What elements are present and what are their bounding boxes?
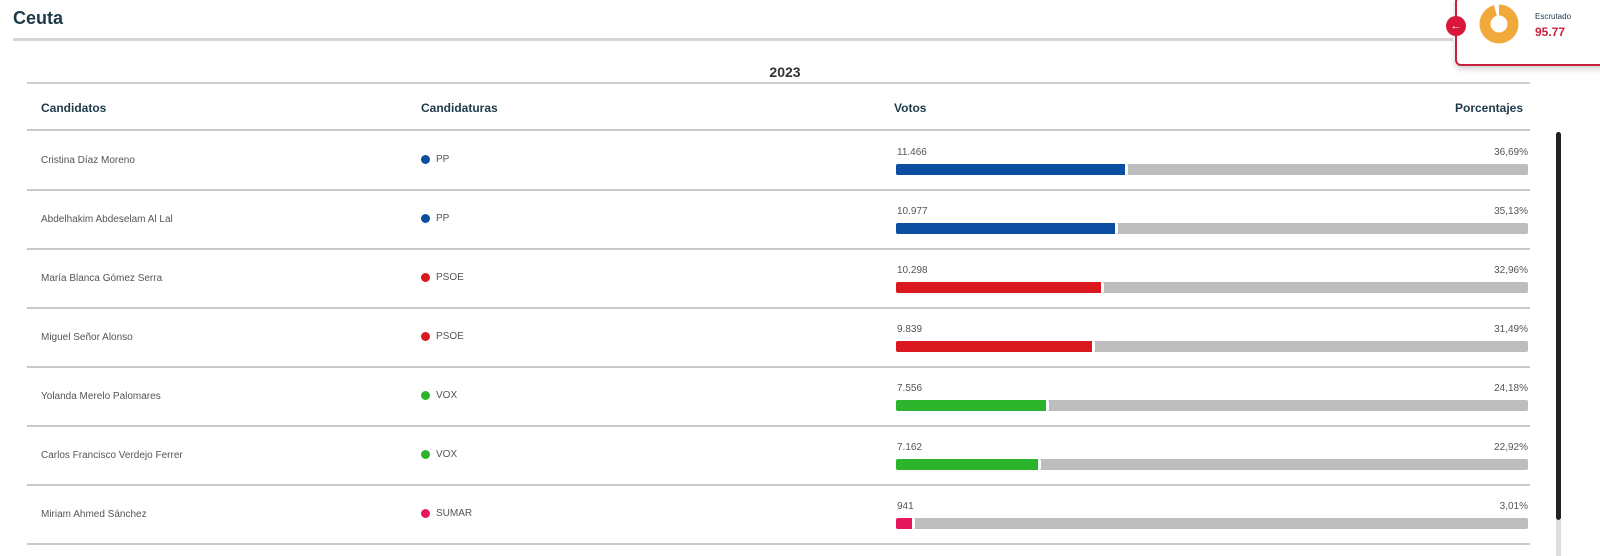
vote-bar-track [896,459,1528,470]
candidate-name: Miguel Señor Alonso [41,332,133,343]
scrutiny-label: Escrutado [1535,12,1572,21]
row-divider [27,129,1530,131]
party-name: PP [436,213,450,224]
candidate-name: Carlos Francisco Verdejo Ferrer [41,450,183,461]
table-row: Miriam Ahmed Sánchez SUMAR 941 3,01% [27,486,1530,545]
table-row: Carlos Francisco Verdejo Ferrer VOX 7.16… [27,427,1530,486]
vote-percentage: 36,69% [1494,147,1528,158]
scrutiny-donut-icon [1479,4,1519,44]
vote-bar-fill [896,164,1128,175]
vote-count: 941 [897,501,914,512]
vote-count: 10.977 [897,206,928,217]
party-color-dot-icon [421,155,430,164]
vote-bar-track [896,518,1528,529]
vote-bar-fill [896,400,1049,411]
table-row: Abdelhakim Abdeselam Al Lal PP 10.977 35… [27,191,1530,250]
party-name: VOX [436,390,458,401]
table-top-divider [27,82,1530,84]
party-color-dot-icon [421,332,430,341]
title-divider [13,38,1453,41]
party-cell: PSOE [421,331,464,342]
party-color-dot-icon [421,273,430,282]
vote-bar-fill [896,518,916,529]
party-name: PSOE [436,272,464,283]
vote-count: 11.466 [897,147,927,158]
table-row: Cristina Díaz Moreno PP 11.466 36,69% [27,132,1530,191]
vote-bar-track [896,282,1528,293]
row-divider [27,366,1530,368]
row-divider [27,484,1530,486]
party-color-dot-icon [421,509,430,518]
vote-bar-fill [896,223,1119,234]
column-header-parties: Candidaturas [421,101,498,115]
table-row: María Blanca Gómez Serra PSOE 10.298 32,… [27,250,1530,309]
header-row [27,72,1530,131]
party-cell: SUMAR [421,508,472,519]
vote-count: 7.162 [897,442,923,453]
scrutiny-widget [1455,0,1600,66]
scrollbar-track[interactable] [1556,520,1561,556]
candidate-name: María Blanca Gómez Serra [41,273,163,284]
vote-percentage: 31,49% [1494,324,1528,335]
scrollbar-thumb[interactable] [1556,132,1561,520]
column-header-votes: Votos [894,101,927,115]
party-color-dot-icon [421,391,430,400]
vote-count: 9.839 [897,324,923,335]
party-name: SUMAR [436,508,473,519]
vote-bar-fill [896,459,1041,470]
page-title: Ceuta [13,8,64,28]
party-cell: PP [421,154,449,165]
party-cell: PP [421,213,449,224]
candidate-name: Miriam Ahmed Sánchez [41,509,147,520]
row-divider [27,425,1530,427]
party-color-dot-icon [421,214,430,223]
party-cell: VOX [421,390,457,401]
column-header-percentages: Porcentajes [1455,101,1524,115]
row-divider [27,248,1530,250]
vote-bar-fill [896,341,1096,352]
party-name: PSOE [436,331,464,342]
vote-percentage: 22,92% [1494,442,1528,453]
collapse-arrow-icon[interactable]: ← [1446,16,1466,36]
scrutiny-value: 95.77 [1535,25,1566,39]
vote-count: 10.298 [897,265,928,276]
party-color-dot-icon [421,450,430,459]
row-divider [27,307,1530,309]
table-row: Yolanda Merelo Palomares VOX 7.556 24,18… [27,368,1530,427]
party-cell: PSOE [421,272,464,283]
vote-percentage: 3,01% [1499,501,1528,512]
candidate-name: Abdelhakim Abdeselam Al Lal [41,214,173,225]
vote-bar-track [896,223,1528,234]
column-header-candidates: Candidatos [41,101,107,115]
vote-count: 7.556 [897,383,923,394]
row-divider [27,543,1530,545]
table-row: Miguel Señor Alonso PSOE 9.839 31,49% [27,309,1530,368]
vote-bar-track [896,400,1528,411]
vote-bar-fill [896,282,1105,293]
vote-percentage: 32,96% [1494,265,1528,276]
candidate-name: Cristina Díaz Moreno [41,155,135,166]
party-name: PP [436,154,450,165]
row-divider [27,189,1530,191]
vote-bar-track [896,341,1528,352]
party-name: VOX [436,449,458,460]
vote-percentage: 35,13% [1494,206,1528,217]
year-heading: 2023 [769,64,801,80]
vote-bar-track [896,164,1528,175]
party-cell: VOX [421,449,457,460]
vote-percentage: 24,18% [1494,383,1528,394]
candidate-name: Yolanda Merelo Palomares [41,391,161,402]
